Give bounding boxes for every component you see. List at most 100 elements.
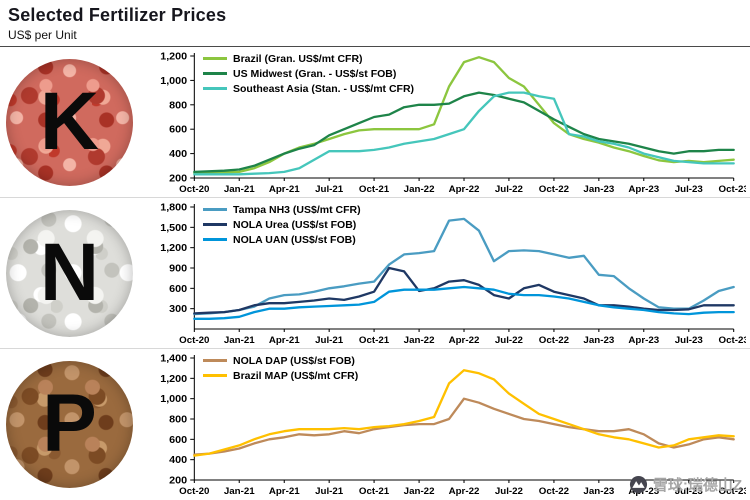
svg-text:Oct-20: Oct-20 [179,335,209,346]
svg-text:Jan-23: Jan-23 [583,335,614,346]
legend-label: NOLA DAP (US$/st FOB) [233,354,355,367]
legend-label: Tampa NH3 (US$/mt CFR) [233,203,361,216]
svg-text:1,500: 1,500 [160,222,187,234]
svg-text:Oct-23: Oct-23 [719,184,746,195]
legend-color-swatch [203,72,227,75]
legend-color-swatch [203,359,227,362]
svg-text:Jul-21: Jul-21 [315,335,344,346]
axes: 300 600 900 1,200 1,500 1,800 Oct-20 Jan-21 Apr-… [160,202,746,346]
svg-text:Oct-22: Oct-22 [539,184,569,195]
svg-text:Jul-21: Jul-21 [315,486,344,497]
nitrogen-prills-image: N [6,209,133,337]
svg-text:Oct-20: Oct-20 [179,486,209,497]
svg-text:300: 300 [169,303,187,315]
legend-item: Tampa NH3 (US$/mt CFR) [203,202,361,217]
svg-text:Oct-23: Oct-23 [719,486,746,497]
nitrogen-price-chart: 300 600 900 1,200 1,500 1,800 Oct-20 Jan-21 Apr-… [160,202,746,346]
svg-text:1,800: 1,800 [160,202,187,214]
phosphate-legend: NOLA DAP (US$/st FOB) Brazil MAP (US$/mt … [203,353,358,383]
legend-item: Southeast Asia (Stan. - US$/mt CFR) [203,81,414,96]
svg-text:Jul-23: Jul-23 [675,335,703,346]
panel-phosphate-p: P 200 400 600 800 1,000 1,200 1,400 Oct-20 Jan-2… [0,349,750,499]
series-line [193,397,735,456]
svg-text:800: 800 [169,414,187,426]
legend-color-swatch [203,87,227,90]
page-subtitle: US$ per Unit [8,28,77,42]
phosphate-granules-image: P [6,360,133,488]
legend-label: Brazil (Gran. US$/mt CFR) [233,52,363,65]
svg-text:Jan-22: Jan-22 [404,486,435,497]
svg-text:Oct-22: Oct-22 [539,335,569,346]
nitrogen-legend: Tampa NH3 (US$/mt CFR) NOLA Urea (US$/st … [203,202,361,247]
svg-text:Jul-23: Jul-23 [675,184,703,195]
legend-item: Brazil (Gran. US$/mt CFR) [203,51,414,66]
svg-text:Apr-23: Apr-23 [628,486,659,497]
legend-color-swatch [203,208,227,211]
legend-item: US Midwest (Gran. - US$/st FOB) [203,66,414,81]
watermark-text: 雪球:瑞德山Z [652,477,742,494]
legend-item: NOLA Urea (US$/st FOB) [203,217,361,232]
svg-text:Apr-22: Apr-22 [449,335,480,346]
svg-text:Jan-23: Jan-23 [583,486,614,497]
svg-text:Oct-21: Oct-21 [359,486,390,497]
series-line [193,285,735,320]
legend-label: Brazil MAP (US$/mt CFR) [233,369,359,382]
svg-text:Apr-21: Apr-21 [269,486,300,497]
header-divider [0,46,750,47]
legend-color-swatch [203,57,227,60]
svg-text:Jul-21: Jul-21 [315,184,344,195]
svg-text:Oct-23: Oct-23 [719,335,746,346]
axes: 200 400 600 800 1,000 1,200 Oct-20 Jan-21 Apr-21… [160,51,746,195]
svg-text:1,200: 1,200 [160,373,187,385]
svg-text:Oct-22: Oct-22 [539,486,569,497]
series-line [193,266,735,315]
svg-text:Apr-23: Apr-23 [628,335,659,346]
svg-text:Jan-22: Jan-22 [404,184,435,195]
legend-item: Brazil MAP (US$/mt CFR) [203,368,358,383]
svg-text:Jan-21: Jan-21 [224,335,255,346]
svg-text:200: 200 [169,173,187,185]
potash-chart-area: 200 400 600 800 1,000 1,200 Oct-20 Jan-21 Apr-21… [141,48,746,196]
svg-text:Jul-22: Jul-22 [495,335,523,346]
svg-text:Oct-21: Oct-21 [359,184,390,195]
legend-label: NOLA UAN (US$/st FOB) [233,233,356,246]
legend-color-swatch [203,374,227,377]
svg-text:Jul-22: Jul-22 [495,486,523,497]
svg-text:900: 900 [169,263,187,275]
svg-text:Apr-23: Apr-23 [628,184,659,195]
panel-divider [0,348,750,349]
svg-text:400: 400 [169,454,187,466]
svg-text:Oct-21: Oct-21 [359,335,390,346]
svg-text:Oct-20: Oct-20 [179,184,209,195]
svg-text:Apr-21: Apr-21 [269,335,300,346]
xueqiu-logo-icon [629,475,647,494]
page-title: Selected Fertilizer Prices [8,5,227,25]
svg-text:Apr-22: Apr-22 [449,184,480,195]
svg-text:1,200: 1,200 [160,51,187,63]
phosphate-letter: P [42,378,97,469]
legend-color-swatch [203,223,227,226]
legend-color-swatch [203,238,227,241]
header: Selected Fertilizer Prices US$ per Unit [0,0,750,42]
svg-text:600: 600 [169,124,187,136]
nitrogen-chart-area: 300 600 900 1,200 1,500 1,800 Oct-20 Jan-21 Apr-… [141,199,746,347]
legend-label: NOLA Urea (US$/st FOB) [233,218,357,231]
svg-text:600: 600 [169,434,187,446]
svg-text:Jan-21: Jan-21 [224,486,255,497]
svg-text:1,000: 1,000 [160,393,187,405]
svg-text:Jan-23: Jan-23 [583,184,614,195]
legend-label: US Midwest (Gran. - US$/st FOB) [233,67,397,80]
legend-item: NOLA DAP (US$/st FOB) [203,353,358,368]
panel-nitrogen-n: N 300 600 900 1,200 1,500 1,800 Oct-20 Jan-21 Ap… [0,198,750,348]
svg-text:200: 200 [169,475,187,487]
svg-text:400: 400 [169,148,187,160]
series-line [193,91,735,176]
svg-text:1,200: 1,200 [160,242,187,254]
svg-text:600: 600 [169,283,187,295]
svg-text:Apr-22: Apr-22 [449,486,480,497]
svg-text:Apr-21: Apr-21 [269,184,300,195]
svg-text:Jan-21: Jan-21 [224,184,255,195]
series-line [193,369,735,457]
potash-letter: K [39,76,100,167]
